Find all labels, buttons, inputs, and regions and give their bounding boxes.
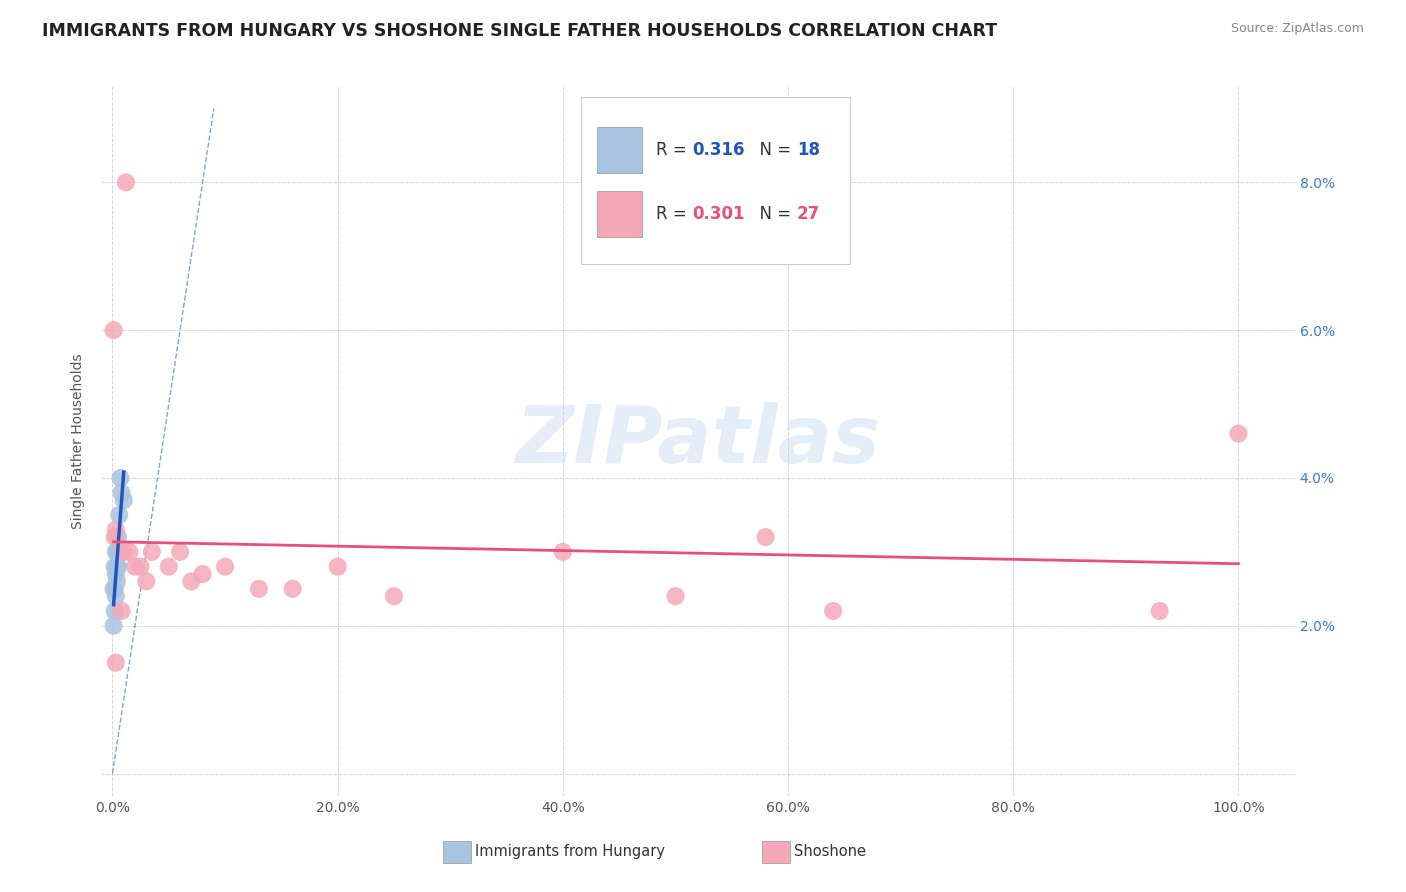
Text: R =: R =	[657, 205, 692, 223]
Point	[103, 619, 125, 633]
Point	[754, 530, 776, 544]
Y-axis label: Single Father Households: Single Father Households	[72, 353, 86, 529]
Point	[135, 574, 157, 589]
Point	[110, 471, 132, 485]
Text: R =: R =	[657, 141, 692, 159]
Point	[110, 604, 132, 618]
Point	[104, 656, 127, 670]
Point	[1227, 426, 1250, 441]
Point	[664, 589, 686, 603]
FancyBboxPatch shape	[596, 128, 643, 173]
Point	[823, 604, 845, 618]
Point	[112, 493, 135, 508]
Point	[281, 582, 304, 596]
Point	[104, 530, 127, 544]
Point	[214, 559, 236, 574]
Point	[104, 567, 127, 582]
Point	[112, 545, 135, 559]
Point	[104, 559, 127, 574]
Text: Immigrants from Hungary: Immigrants from Hungary	[475, 845, 665, 859]
Point	[129, 559, 152, 574]
Point	[382, 589, 405, 603]
Point	[1149, 604, 1171, 618]
Point	[180, 574, 202, 589]
Text: Source: ZipAtlas.com: Source: ZipAtlas.com	[1230, 22, 1364, 36]
Point	[105, 574, 128, 589]
Point	[104, 582, 127, 596]
Point	[110, 485, 132, 500]
Point	[104, 523, 127, 537]
Point	[104, 589, 127, 603]
Point	[105, 545, 128, 559]
Point	[104, 545, 127, 559]
FancyBboxPatch shape	[596, 191, 643, 237]
Text: Shoshone: Shoshone	[794, 845, 866, 859]
Text: 27: 27	[797, 205, 820, 223]
Point	[124, 559, 146, 574]
Point	[103, 582, 125, 596]
Point	[107, 545, 129, 559]
FancyBboxPatch shape	[581, 97, 849, 264]
Text: 18: 18	[797, 141, 820, 159]
Text: 0.301: 0.301	[692, 205, 745, 223]
Point	[141, 545, 163, 559]
Point	[326, 559, 349, 574]
Point	[107, 559, 129, 574]
Text: 0.316: 0.316	[692, 141, 745, 159]
Point	[105, 559, 128, 574]
Text: IMMIGRANTS FROM HUNGARY VS SHOSHONE SINGLE FATHER HOUSEHOLDS CORRELATION CHART: IMMIGRANTS FROM HUNGARY VS SHOSHONE SING…	[42, 22, 997, 40]
Point	[107, 530, 129, 544]
Point	[247, 582, 270, 596]
Point	[108, 508, 131, 522]
Point	[551, 545, 574, 559]
Text: N =: N =	[749, 141, 797, 159]
Point	[104, 604, 127, 618]
Point	[118, 545, 141, 559]
Point	[157, 559, 180, 574]
Text: ZIPatlas: ZIPatlas	[516, 402, 880, 480]
Point	[191, 567, 214, 582]
Point	[115, 176, 138, 190]
Point	[103, 323, 125, 337]
Point	[169, 545, 191, 559]
Text: N =: N =	[749, 205, 797, 223]
